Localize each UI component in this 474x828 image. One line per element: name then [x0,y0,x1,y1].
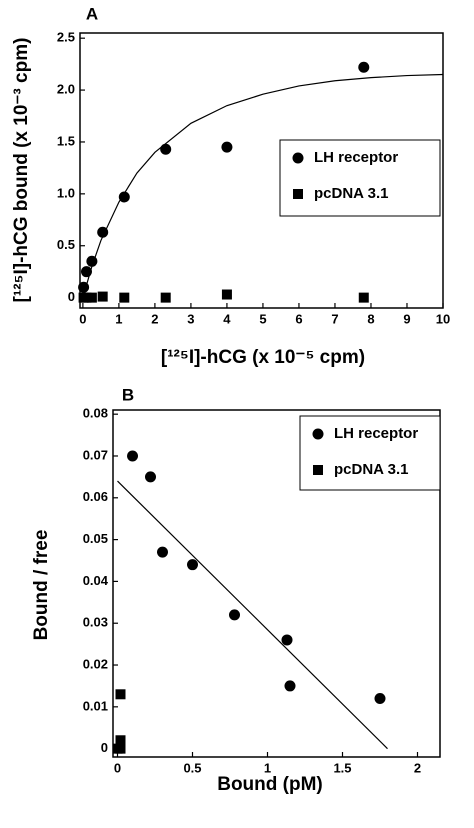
circle-point [160,143,172,155]
circle-point [312,428,324,440]
plot-frame [112,409,441,758]
y-tick-label: 0.01 [83,698,108,713]
y-tick-label: 0 [101,740,108,755]
square-point [86,292,97,303]
panel-title: B [122,385,134,404]
square-point [119,292,130,303]
legend-label: pcDNA 3.1 [334,461,408,478]
y-tick-label: 1.0 [57,185,75,200]
x-tick-label: 3 [187,311,194,326]
x-tick-label: 0 [79,311,86,326]
x-tick-label: 8 [367,311,374,326]
legend-label: pcDNA 3.1 [314,185,388,202]
x-tick-label: 7 [331,311,338,326]
circle-point [78,281,90,293]
square-point [97,291,108,302]
legend-box [299,415,441,491]
x-tick-label: 0.5 [183,760,201,775]
circle-point [157,546,168,558]
legend-box [279,139,441,217]
y-tick-label: 2.5 [57,30,75,45]
x-tick-label: 4 [223,311,231,326]
y-tick-label: 0.03 [83,615,108,630]
circle-point [358,61,370,73]
circle-point [80,266,92,278]
y-tick-label: 0.08 [83,406,108,421]
x-tick-label: 2 [414,760,421,775]
circle-point [374,692,386,704]
panel-title: A [86,4,98,23]
x-tick-label: 1.5 [333,760,351,775]
circle-point [229,609,240,621]
fit-line [117,480,388,750]
plot-frame [79,32,444,309]
x-tick-label: 6 [295,311,302,326]
circle-point [221,141,233,153]
circle-point [97,226,109,238]
y-tick-label: 0.5 [57,237,75,252]
square-point [115,735,126,746]
square-point [358,292,369,303]
y-tick-label: 0 [68,289,75,304]
legend-label: LH receptor [314,149,398,166]
x-tick-label: 5 [259,311,266,326]
square-point [115,743,126,754]
x-tick-label: 0 [114,760,121,775]
circle-point [127,450,138,462]
y-tick-label: 0.06 [83,489,108,504]
circle-point [86,255,98,267]
circle-point [281,634,293,646]
square-point [313,465,323,475]
circle-point [292,152,304,164]
y-tick-label: 2.0 [57,82,75,97]
x-axis-label: [¹²⁵I]-hCG (x 10⁻⁵ cpm) [161,347,365,368]
y-axis-label: [¹²⁵I]-hCG bound (x 10⁻³ cpm) [11,38,32,303]
x-tick-label: 2 [151,311,158,326]
x-tick-label: 10 [436,311,450,326]
x-tick-label: 1 [115,311,122,326]
circle-point [145,471,156,483]
square-point [293,189,303,199]
x-tick-label: 9 [403,311,410,326]
y-tick-label: 1.5 [57,133,75,148]
x-axis-label: Bound (pM) [217,774,323,795]
square-point [160,292,171,303]
x-tick-label: 1 [264,760,271,775]
circle-point [118,191,130,203]
y-tick-label: 0.05 [83,531,108,546]
legend-label: LH receptor [334,425,418,442]
circle-point [284,680,296,692]
square-point [81,292,92,303]
y-axis-label: Bound / free [31,530,52,641]
square-point [115,689,126,700]
square-point [221,289,232,300]
y-tick-label: 0.02 [83,656,108,671]
circle-point [187,559,198,571]
y-tick-label: 0.07 [83,447,108,462]
y-tick-label: 0.04 [83,573,109,588]
